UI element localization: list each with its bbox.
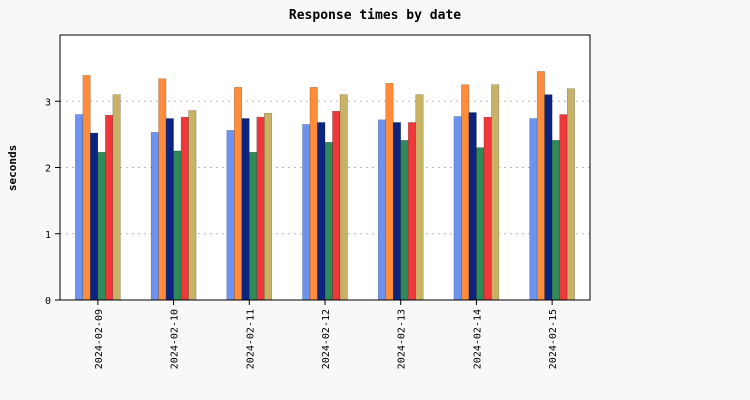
bar bbox=[317, 122, 326, 301]
bar bbox=[105, 114, 114, 301]
bar bbox=[566, 88, 575, 301]
bar bbox=[82, 75, 91, 301]
bar bbox=[264, 112, 273, 301]
bar bbox=[468, 112, 477, 301]
bar bbox=[453, 116, 462, 301]
bar bbox=[559, 114, 568, 301]
bar bbox=[392, 122, 401, 301]
bar bbox=[324, 142, 333, 301]
bar bbox=[551, 140, 560, 301]
bar bbox=[483, 116, 492, 301]
bar bbox=[188, 110, 197, 301]
x-tick-label: 2024-02-10 bbox=[170, 309, 181, 369]
x-tick-label: 2024-02-09 bbox=[94, 309, 105, 369]
bar bbox=[309, 87, 318, 301]
bar bbox=[302, 124, 311, 301]
bar bbox=[173, 150, 182, 301]
bar bbox=[407, 122, 416, 301]
bar bbox=[75, 114, 84, 301]
bar bbox=[158, 78, 167, 301]
bar bbox=[112, 94, 121, 301]
bar bbox=[339, 94, 348, 301]
x-tick-label: 2024-02-11 bbox=[245, 309, 256, 369]
y-tick-label: 3 bbox=[45, 97, 51, 108]
y-tick-label: 0 bbox=[45, 296, 51, 307]
bar bbox=[536, 71, 545, 301]
bar bbox=[332, 110, 341, 301]
x-tick-label: 2024-02-13 bbox=[397, 309, 408, 369]
bar bbox=[165, 118, 174, 301]
bar bbox=[385, 83, 394, 301]
x-tick-label: 2024-02-14 bbox=[472, 309, 483, 369]
x-tick-label: 2024-02-15 bbox=[548, 309, 559, 369]
y-axis-label: seconds bbox=[6, 145, 19, 191]
bar bbox=[461, 84, 470, 301]
bar bbox=[491, 84, 500, 301]
bar bbox=[256, 116, 265, 301]
bar bbox=[476, 147, 485, 301]
bar bbox=[529, 118, 538, 301]
bar bbox=[544, 94, 553, 301]
bar bbox=[226, 130, 235, 301]
bar bbox=[415, 94, 424, 301]
bar bbox=[180, 116, 189, 301]
bar bbox=[249, 152, 258, 301]
plot-frame bbox=[59, 34, 591, 301]
bar bbox=[400, 140, 409, 301]
bar bbox=[97, 152, 106, 301]
y-tick-label: 2 bbox=[45, 164, 51, 175]
chart-title: Response times by date bbox=[289, 8, 461, 23]
bar bbox=[241, 118, 250, 301]
x-tick-label: 2024-02-12 bbox=[321, 309, 332, 369]
bar bbox=[234, 87, 243, 301]
bar bbox=[90, 132, 99, 301]
bar bbox=[150, 132, 159, 301]
y-tick-label: 1 bbox=[45, 230, 51, 241]
bar bbox=[377, 119, 386, 301]
